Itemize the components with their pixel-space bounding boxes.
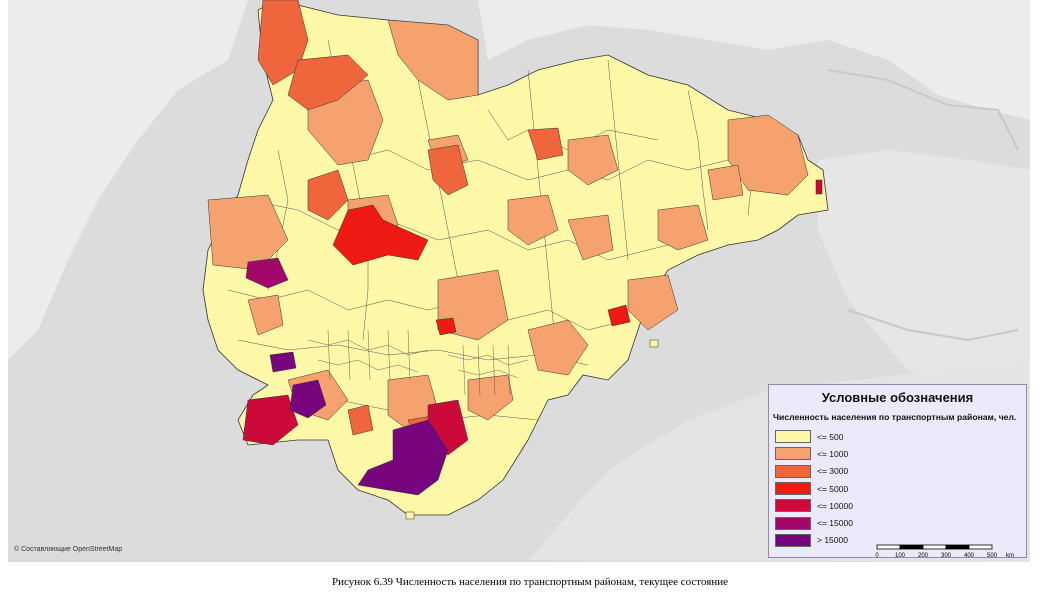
sea-west (8, 0, 248, 360)
districts-le-5000[interactable] (332, 204, 631, 336)
scale-label-300: 300 (941, 553, 952, 559)
legend-label: <= 3000 (817, 466, 849, 477)
scale-segment (968, 544, 993, 550)
legend-subtitle: Численность населения по транспортным ра… (773, 412, 1017, 422)
districts-le-15000[interactable] (245, 257, 289, 289)
island-small-east (649, 339, 659, 348)
scale-segment (899, 544, 924, 550)
legend-title: Условные обозначения (821, 390, 974, 405)
scale-label-400: 400 (964, 553, 975, 559)
legend-swatch (775, 533, 811, 547)
coastline-east (827, 69, 1019, 342)
legend-label: <= 10000 (817, 500, 853, 511)
legend-label: > 15000 (817, 535, 848, 546)
legend-label: <= 500 (817, 431, 844, 442)
legend-item: <= 500 (775, 428, 1026, 445)
urban-cluster-east (447, 344, 529, 396)
island-small-south (405, 511, 415, 520)
map-attribution: © Составляющие OpenStreetMap (14, 546, 123, 553)
scale-bar: 0 100 200 300 400 500 km (875, 544, 1014, 559)
island-red-east (815, 179, 823, 195)
urban-cluster-west (307, 329, 429, 381)
legend-label: <= 15000 (817, 518, 853, 529)
sea-northeast-lobe (818, 150, 1030, 390)
figure-caption: Рисунок 6.39 Численность населения по тр… (332, 576, 728, 588)
scale-label-200: 200 (918, 553, 929, 559)
legend-item: > 15000 (775, 532, 1026, 549)
scale-label-100: 100 (895, 553, 906, 559)
legend-item: <= 5000 (775, 480, 1026, 497)
legend-label: <= 5000 (817, 483, 849, 494)
legend-swatch (775, 464, 811, 478)
legend-swatch (775, 499, 811, 513)
sea-north (478, 0, 1030, 120)
legend-item: <= 3000 (775, 463, 1026, 480)
scale-label-0: 0 (875, 553, 879, 559)
legend-swatch (775, 447, 811, 461)
legend-item: <= 1000 (775, 445, 1026, 462)
scale-label-500: 500 (987, 553, 998, 559)
legend-label: <= 1000 (817, 448, 849, 459)
scale-segment (945, 544, 970, 550)
legend-item: <= 10000 (775, 497, 1026, 514)
legend-swatch (775, 516, 811, 530)
districts-gt-15000[interactable] (269, 351, 449, 496)
legend-swatch (775, 430, 811, 444)
legend-list: <= 500 <= 1000 <= 3000 <= 5000 <= 10000 <= 15… (775, 428, 1026, 549)
scale-segment (876, 544, 901, 550)
scale-unit: km (1006, 553, 1014, 559)
map-legend: Условные обозначения Численность населен… (768, 384, 1027, 558)
legend-item: <= 15000 (775, 514, 1026, 531)
scale-segment (922, 544, 947, 550)
legend-swatch (775, 482, 811, 496)
